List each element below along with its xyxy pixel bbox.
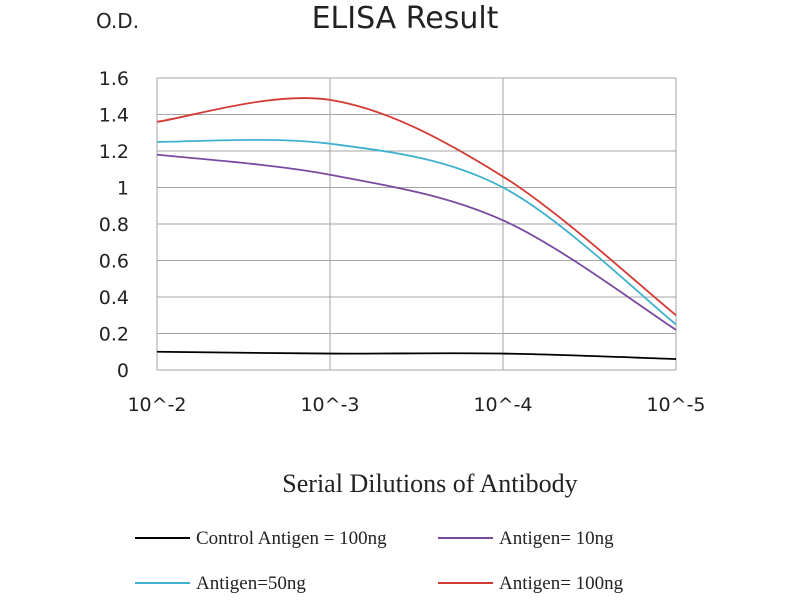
series-line-3 bbox=[156, 138, 677, 326]
x-tick-labels: 10^-2 10^-3 10^-4 10^-5 bbox=[127, 394, 705, 416]
y-tick-label: 1 bbox=[117, 178, 129, 200]
y-tick-label: 0.4 bbox=[99, 287, 129, 309]
legend-label: Antigen= 100ng bbox=[499, 573, 624, 594]
legend-label: Antigen=50ng bbox=[196, 573, 306, 594]
x-axis-label: Serial Dilutions of Antibody bbox=[282, 469, 577, 498]
legend-label: Antigen= 10ng bbox=[499, 528, 614, 549]
x-tick-label: 10^-4 bbox=[473, 394, 532, 416]
legend-label: Control Antigen = 100ng bbox=[196, 528, 387, 549]
y-tick-label: 0.8 bbox=[99, 214, 129, 236]
y-tick-label: 0.2 bbox=[99, 324, 129, 346]
series-line-4 bbox=[156, 97, 677, 316]
chart-title: ELISA Result bbox=[312, 1, 499, 36]
x-tick-label: 10^-3 bbox=[300, 394, 359, 416]
plot-grid bbox=[156, 77, 677, 371]
x-tick-label: 10^-5 bbox=[646, 394, 705, 416]
y-tick-labels: 0 0.2 0.4 0.6 0.8 1 1.2 1.4 1.6 bbox=[99, 68, 129, 382]
y-tick-label: 1.2 bbox=[99, 141, 129, 163]
series-line-1 bbox=[156, 350, 677, 360]
y-tick-label: 1.4 bbox=[99, 105, 129, 127]
chart-legend: Control Antigen = 100ng Antigen= 10ng Anti… bbox=[135, 528, 624, 594]
y-tick-label: 0 bbox=[117, 360, 129, 382]
series-lines bbox=[156, 97, 677, 360]
y-axis-label: O.D. bbox=[96, 9, 139, 33]
series-line-2 bbox=[156, 153, 677, 331]
x-tick-label: 10^-2 bbox=[127, 394, 186, 416]
y-tick-label: 1.6 bbox=[99, 68, 129, 90]
y-tick-label: 0.6 bbox=[99, 251, 129, 273]
